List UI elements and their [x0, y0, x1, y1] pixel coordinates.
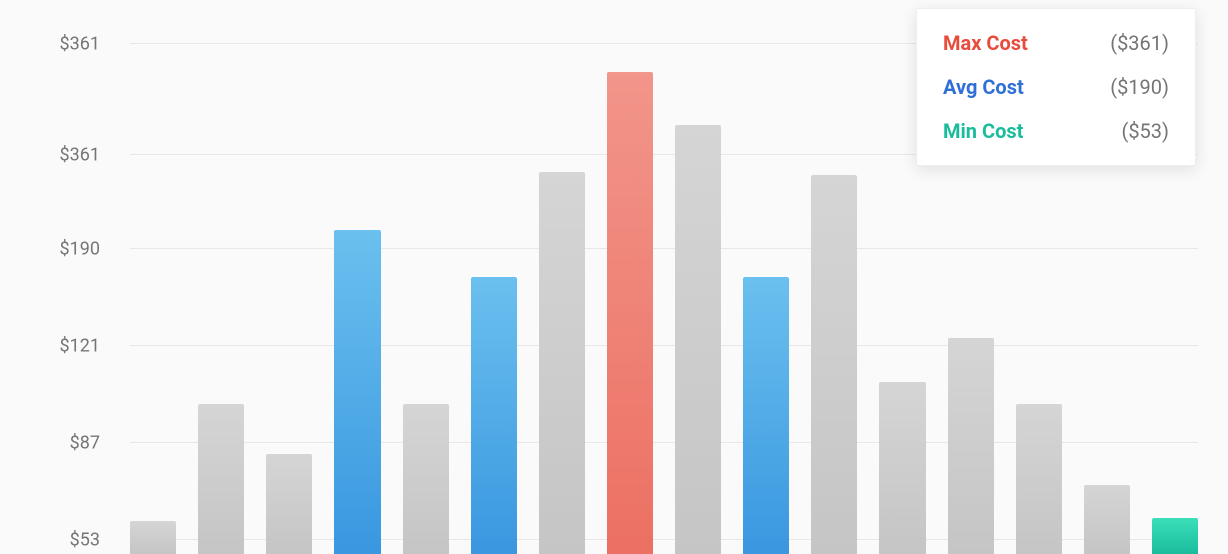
- bar-11: [879, 382, 925, 554]
- legend-label: Min Cost: [943, 121, 1023, 141]
- y-tick-label: $361: [0, 34, 120, 55]
- bar-9: [743, 277, 789, 554]
- bar-5: [471, 277, 517, 554]
- legend-value: ($361): [1110, 33, 1169, 53]
- bar-13: [1016, 404, 1062, 554]
- bar-12: [948, 338, 994, 554]
- y-tick-label: $53: [0, 530, 120, 551]
- bar-15: [1152, 518, 1198, 554]
- y-tick-label: $361: [0, 145, 120, 166]
- cost-legend: Max Cost ($361) Avg Cost ($190) Min Cost ($53…: [916, 8, 1196, 166]
- bar-6: [539, 172, 585, 554]
- bar-4: [403, 404, 449, 554]
- legend-row-min-cost: Min Cost ($53): [943, 109, 1169, 141]
- y-tick-label: $87: [0, 433, 120, 454]
- y-tick-label: $190: [0, 239, 120, 260]
- cost-bar-chart: $361 $361 $190 $121 $87 $53 Max Cost ($361) Avg…: [0, 0, 1228, 554]
- legend-value: ($53): [1121, 121, 1169, 141]
- legend-row-avg-cost: Avg Cost ($190): [943, 65, 1169, 109]
- bar-14: [1084, 485, 1130, 554]
- bar-3: [334, 230, 380, 554]
- y-tick-label: $121: [0, 336, 120, 357]
- bar-1: [198, 404, 244, 554]
- legend-label: Max Cost: [943, 33, 1028, 53]
- legend-row-max-cost: Max Cost ($361): [943, 33, 1169, 65]
- legend-label: Avg Cost: [943, 77, 1024, 97]
- bar-7: [607, 72, 653, 554]
- legend-value: ($190): [1110, 77, 1169, 97]
- bar-10: [811, 175, 857, 554]
- bar-8: [675, 125, 721, 554]
- y-axis: $361 $361 $190 $121 $87 $53: [0, 0, 120, 554]
- bar-2: [266, 454, 312, 554]
- bar-0: [130, 521, 176, 554]
